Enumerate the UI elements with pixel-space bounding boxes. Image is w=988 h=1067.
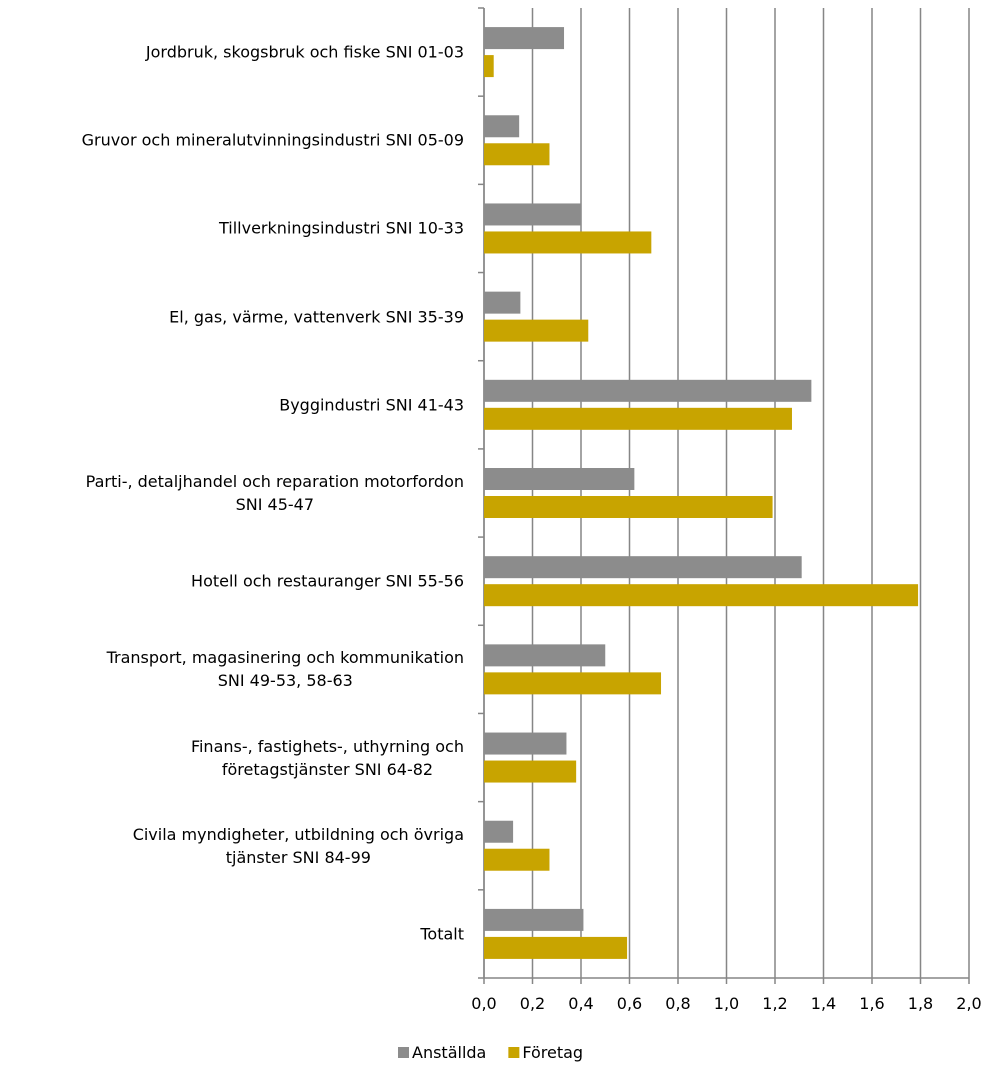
bar bbox=[484, 27, 565, 50]
bar bbox=[484, 468, 635, 490]
y-tick-label: Hotell och restauranger SNI 55-56 bbox=[191, 571, 464, 591]
x-tick-label: 1,4 bbox=[811, 994, 836, 1013]
bar bbox=[484, 908, 584, 931]
y-tick-label: Gruvor och mineralutvinningsindustri SNI… bbox=[81, 130, 464, 150]
x-tick-label: 2,0 bbox=[956, 994, 981, 1013]
bar bbox=[484, 115, 520, 138]
x-tick-label: 0,8 bbox=[665, 994, 690, 1013]
bar bbox=[484, 644, 606, 667]
bar bbox=[484, 584, 919, 607]
x-tick-label: 1,6 bbox=[859, 994, 884, 1013]
y-tick-label: Civila myndigheter, utbildning och övrig… bbox=[132, 824, 464, 867]
bar bbox=[484, 55, 494, 78]
y-tick-label: El, gas, värme, vattenverk SNI 35-39 bbox=[169, 307, 464, 327]
bar bbox=[484, 760, 577, 783]
y-tick-label: Byggindustri SNI 41-43 bbox=[279, 395, 464, 415]
bar bbox=[484, 556, 802, 579]
x-tick-label: 0,4 bbox=[568, 994, 593, 1013]
y-tick-label: Tillverkningsindustri SNI 10-33 bbox=[218, 218, 464, 238]
bar bbox=[484, 143, 550, 166]
y-tick-label: Totalt bbox=[420, 924, 464, 944]
legend-swatch bbox=[398, 1047, 409, 1058]
x-tick-label: 0,2 bbox=[520, 994, 545, 1013]
bar bbox=[484, 291, 521, 314]
bar bbox=[484, 379, 812, 402]
bar bbox=[484, 231, 652, 254]
x-tick-label: 0,0 bbox=[471, 994, 496, 1013]
bar bbox=[484, 407, 792, 430]
x-tick-label: 0,6 bbox=[617, 994, 642, 1013]
bar bbox=[484, 820, 514, 843]
bar bbox=[484, 319, 589, 342]
x-tick-label: 1,0 bbox=[714, 994, 739, 1013]
legend-label: Anställda bbox=[412, 1043, 486, 1062]
y-tick-label: Finans-, fastighets-, uthyrning och före… bbox=[190, 736, 464, 779]
legend-label: Företag bbox=[522, 1043, 583, 1062]
bar bbox=[484, 496, 773, 518]
bar bbox=[484, 732, 567, 755]
y-tick-label: Parti-, detaljhandel och reparation moto… bbox=[85, 472, 464, 514]
legend-swatch bbox=[508, 1047, 520, 1058]
bar bbox=[484, 203, 581, 226]
x-tick-label: 1,2 bbox=[762, 994, 787, 1013]
y-tick-label: Jordbruk, skogsbruk och fiske SNI 01-03 bbox=[145, 42, 464, 62]
bar bbox=[484, 672, 662, 695]
x-tick-label: 1,8 bbox=[908, 994, 933, 1013]
y-tick-label: Transport, magasinering och kommunikatio… bbox=[106, 648, 464, 691]
bar bbox=[484, 848, 550, 871]
bar bbox=[484, 936, 628, 959]
